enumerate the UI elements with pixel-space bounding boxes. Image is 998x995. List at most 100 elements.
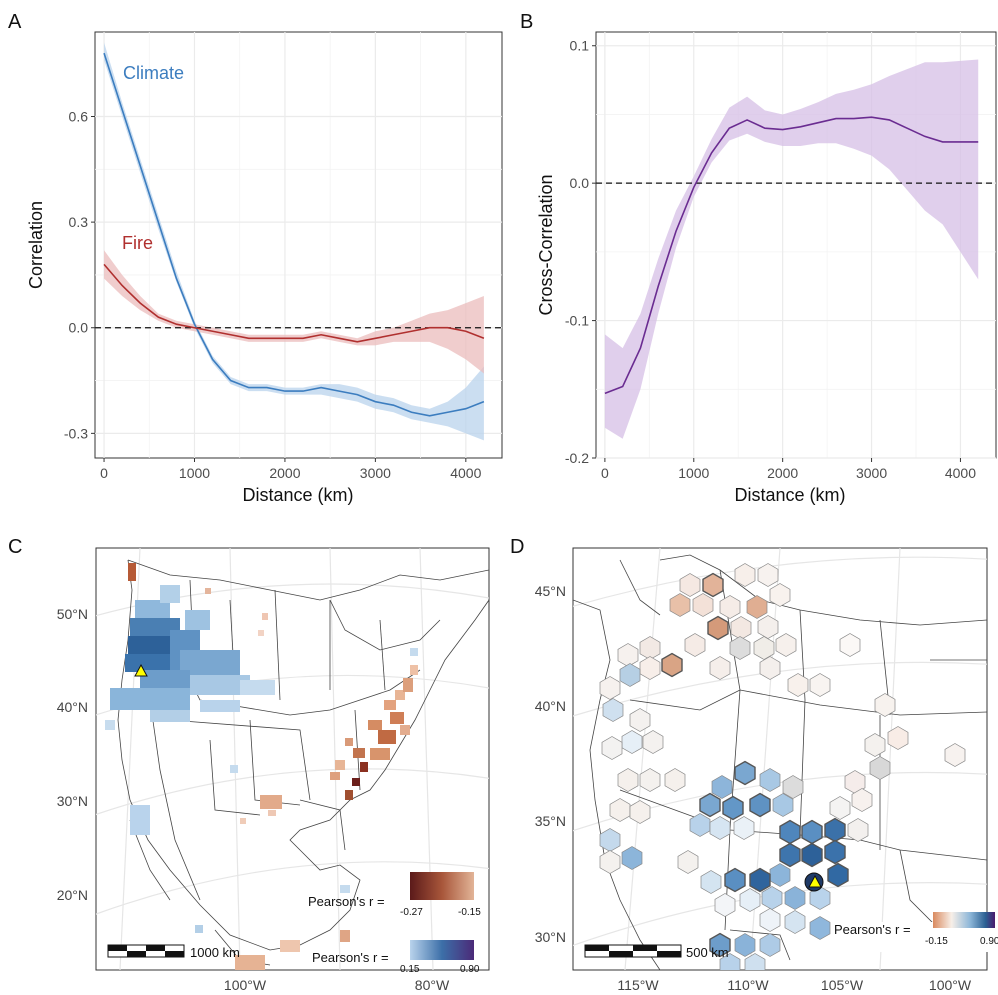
map-d-lat-40: 40°N [535,698,566,714]
map-d-lat-35: 35°N [535,813,566,829]
hex-cell [851,788,873,812]
hex-cell [775,633,797,657]
map-c-lat-20: 20°N [57,887,88,903]
chart-a-xlabel: Distance (km) [242,485,353,505]
hex-cell [869,756,891,780]
map-d-lat-30: 30°N [535,929,566,945]
y-tick-label: -0.2 [565,450,589,466]
map-d-legend-max: 0.90 [980,936,998,947]
hex-cell [619,663,641,687]
map-d-legend-bar [933,912,995,928]
x-tick-label: 1000 [678,465,709,481]
map-c-content [96,548,489,970]
hex-cell [809,916,831,940]
hex-cell [714,893,736,917]
hex-cell [801,819,823,845]
hex-cell [749,867,771,893]
hex-cell [679,573,701,597]
hex-cell [689,813,711,837]
hex-cell [629,708,651,732]
hex-cell [749,792,771,818]
map-c-lat-30: 30°N [57,793,88,809]
hex-cell [829,796,851,820]
x-tick-label: 0 [601,465,609,481]
hex-cell [709,932,731,958]
x-tick-label: 3000 [360,465,391,481]
map-d-focal-marker [808,874,822,888]
map-c-positive-cells [105,585,418,933]
map-d: 45°N 40°N 35°N 30°N 115°W 110°W 105°W 10… [535,547,998,993]
hex-cell [887,726,909,750]
hex-cell [709,816,731,840]
hex-cell [734,760,756,786]
hex-cell [707,615,729,641]
hex-cell [617,768,639,792]
hex-cell [847,818,869,842]
hex-cell [779,819,801,845]
x-tick-label: 4000 [945,465,976,481]
hex-cell [639,656,661,680]
y-tick-label: 0.6 [69,108,89,124]
hex-cell [744,953,766,970]
map-c-legend-neg-max: -0.15 [458,907,481,918]
map-d-legend: Pearson's r = -0.15 0.90 [834,912,998,952]
map-d-legend-title: Pearson's r = [834,922,911,937]
map-c-lat-50: 50°N [57,606,88,622]
map-d-legend-min: -0.15 [925,936,948,947]
map-c-legend-pos-min: 0.15 [400,964,420,975]
panel-label-b: B [520,11,533,33]
map-c-focal-marker [134,663,148,677]
map-c-legend-pos-bar [410,940,474,960]
series-line-fire [103,263,485,343]
y-tick-label: 0.0 [570,175,590,191]
x-tick-label: 2000 [269,465,300,481]
hex-cell [709,656,731,680]
x-tick-label: 1000 [179,465,210,481]
map-d-lat-45: 45°N [535,583,566,599]
hex-cell [729,636,751,660]
map-d-hex-cells [599,563,966,970]
hex-cell [702,572,724,598]
chart-b-ylabel: Cross-Correlation [536,174,556,315]
map-d-frame [572,547,988,971]
map-c-lon-100: 100°W [224,977,267,993]
hex-cell [759,933,781,957]
hex-cell [809,886,831,910]
y-tick-label: -0.3 [64,425,88,441]
hex-cell [769,583,791,607]
hex-cell [801,842,823,868]
hex-cell [769,863,791,887]
hex-cell [684,633,706,657]
hex-cell [692,593,714,617]
y-tick-label: 0.0 [69,320,89,336]
hex-cell [757,563,779,587]
hex-cell [733,816,755,840]
map-c-scalebar: 1000 km [107,944,240,960]
map-d-lon-100: 100°W [929,977,972,993]
hex-cell [621,730,643,754]
y-tick-label: -0.1 [565,313,589,329]
hex-cell [734,933,756,957]
chart-a-panel [94,31,503,459]
map-c: 50°N 40°N 30°N 20°N 100°W 80°W 1000 km P… [57,547,490,993]
map-c-legend-negative: Pearson's r = -0.27 -0.15 [308,872,481,918]
map-c-negative-cells [128,563,418,970]
x-tick-label: 3000 [856,465,887,481]
map-c-legend-neg-title: Pearson's r = [308,894,385,909]
hex-cell [784,910,806,934]
hex-cell [719,953,741,970]
map-c-legend-pos-max: 0.90 [460,964,480,975]
hex-cell [700,870,722,894]
hex-cell [864,733,886,757]
hex-cell [719,595,741,619]
map-c-scalebar-label: 1000 km [190,945,240,960]
hex-cell [824,839,846,865]
map-d-borders [573,554,987,970]
x-tick-label: 2000 [767,465,798,481]
panel-label-c: C [8,536,22,558]
hex-cell [734,563,756,587]
map-d-scalebar: 500 km [584,944,729,960]
panel-label-d: D [510,536,524,558]
hex-cell [779,842,801,868]
